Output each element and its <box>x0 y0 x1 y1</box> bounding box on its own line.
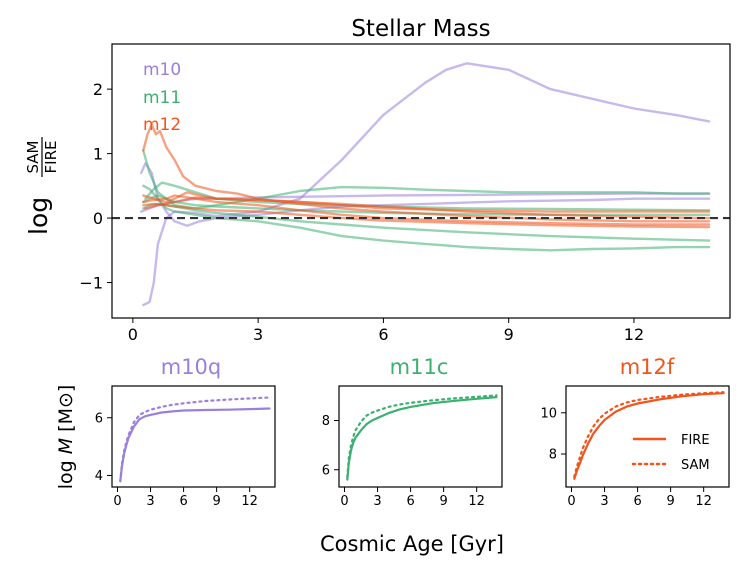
small-ylabel: log M [M⊙] <box>55 385 77 490</box>
m12-series-line-10 <box>142 194 711 226</box>
fire-series-line-0 <box>119 407 271 483</box>
main-ylabel-numerator: SAM <box>24 140 42 173</box>
main-ylabel: log SAM FIRE <box>24 137 60 235</box>
m11-series-line-7 <box>144 181 711 212</box>
sam-series-line-1 <box>346 394 498 479</box>
panel-m11c-series <box>346 394 498 481</box>
x-tick-label: 12 <box>624 325 644 344</box>
legend-label-m11: m11 <box>143 88 181 108</box>
main-axes-frame <box>111 43 731 319</box>
x-tick-label: 9 <box>212 494 220 509</box>
x-tick-label: 3 <box>253 325 263 344</box>
x-tick-label: 0 <box>113 494 121 509</box>
legend-label-fire: FIRE <box>681 433 710 448</box>
main-title: Stellar Mass <box>351 16 490 42</box>
legend-label-sam: SAM <box>681 458 710 473</box>
small-ylabel-log: log <box>55 454 77 489</box>
y-tick-label: 10 <box>540 406 557 421</box>
small-ylabel-var: M <box>55 438 77 454</box>
x-tick-label: 6 <box>406 494 414 509</box>
panel-m10q: m10q 0 3 6 9 12 4 6 <box>95 355 276 509</box>
x-tick-label: 3 <box>146 494 154 509</box>
panel-m10q-ticks: 0 3 6 9 12 4 6 <box>95 411 258 509</box>
x-tick-label: 6 <box>179 494 187 509</box>
panel-m11c: m11c 0 3 6 9 12 6 8 <box>322 355 503 509</box>
panel-title-m12f: m12f <box>620 355 675 379</box>
main-legend: m10 m11 m12 <box>143 60 181 135</box>
x-tick-label: 12 <box>468 494 485 509</box>
x-tick-label: 0 <box>567 494 575 509</box>
y-tick-label: 4 <box>95 469 103 484</box>
y-tick-label: 2 <box>93 80 103 99</box>
m11-series-line-4 <box>142 184 711 252</box>
x-tick-label: 0 <box>340 494 348 509</box>
panel-title-m11c: m11c <box>390 355 449 379</box>
x-tick-label: 9 <box>666 494 674 509</box>
main-ylabel-log: log <box>24 197 53 235</box>
panel-m12f-series <box>573 391 725 480</box>
sam-series-line-1 <box>119 396 271 483</box>
y-tick-label: 6 <box>95 411 103 426</box>
small-ylabel-unit: [M⊙] <box>55 385 77 438</box>
x-tick-label: 12 <box>695 494 712 509</box>
m12-series-line-8 <box>142 123 711 223</box>
panel-m12f-ticks: 0 3 6 9 12 8 10 <box>540 406 711 509</box>
panel-m10q-series <box>119 396 271 483</box>
main-series-group <box>139 62 711 307</box>
legend-label-m10: m10 <box>143 60 181 80</box>
main-ylabel-denominator: FIRE <box>42 141 60 174</box>
y-tick-label: −1 <box>79 273 103 292</box>
m10-series-line-0 <box>142 62 711 307</box>
m12-series-line-12 <box>144 196 711 213</box>
y-tick-label: 0 <box>93 209 103 228</box>
y-tick-label: 8 <box>322 414 330 429</box>
x-tick-label: 0 <box>128 325 138 344</box>
y-tick-label: 8 <box>549 448 557 463</box>
panel-m12f: m12f 0 3 6 9 12 8 10 FIRE SAM <box>540 355 730 509</box>
panel-frame-m11c <box>338 385 503 488</box>
panel-frame-m12f <box>565 385 730 488</box>
x-tick-label: 9 <box>504 325 514 344</box>
x-tick-label: 3 <box>600 494 608 509</box>
legend-label-m12: m12 <box>143 115 181 135</box>
y-tick-label: 1 <box>93 144 103 163</box>
m12-series-line-11 <box>142 202 711 229</box>
panel-frame-m10q <box>111 385 276 488</box>
panel-title-m10q: m10q <box>161 355 222 379</box>
y-tick-label: 6 <box>322 463 330 478</box>
x-tick-label: 6 <box>378 325 388 344</box>
x-tick-label: 9 <box>439 494 447 509</box>
panel-m12f-legend: FIRE SAM <box>631 433 710 473</box>
x-tick-label: 12 <box>241 494 258 509</box>
x-tick-label: 6 <box>633 494 641 509</box>
xaxis-label: Cosmic Age [Gyr] <box>320 532 504 556</box>
fire-series-line-0 <box>346 396 498 481</box>
fire-series-line-0 <box>573 392 725 480</box>
panel-m11c-ticks: 0 3 6 9 12 6 8 <box>322 414 485 509</box>
x-tick-label: 3 <box>373 494 381 509</box>
sam-series-line-1 <box>573 391 725 478</box>
